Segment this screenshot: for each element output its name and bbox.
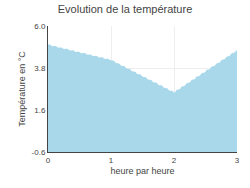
svg-text:-0.6: -0.6 xyxy=(32,148,46,157)
svg-text:3: 3 xyxy=(235,156,240,165)
svg-text:1.6: 1.6 xyxy=(34,106,46,115)
svg-text:heure par heure: heure par heure xyxy=(110,166,174,176)
svg-text:2: 2 xyxy=(172,156,177,165)
svg-text:3.8: 3.8 xyxy=(34,64,46,73)
svg-text:Température en °C: Température en °C xyxy=(17,51,27,127)
svg-text:Evolution de la température: Evolution de la température xyxy=(58,3,193,15)
svg-text:1: 1 xyxy=(109,156,114,165)
svg-text:6.0: 6.0 xyxy=(34,22,46,31)
svg-text:0: 0 xyxy=(46,156,51,165)
